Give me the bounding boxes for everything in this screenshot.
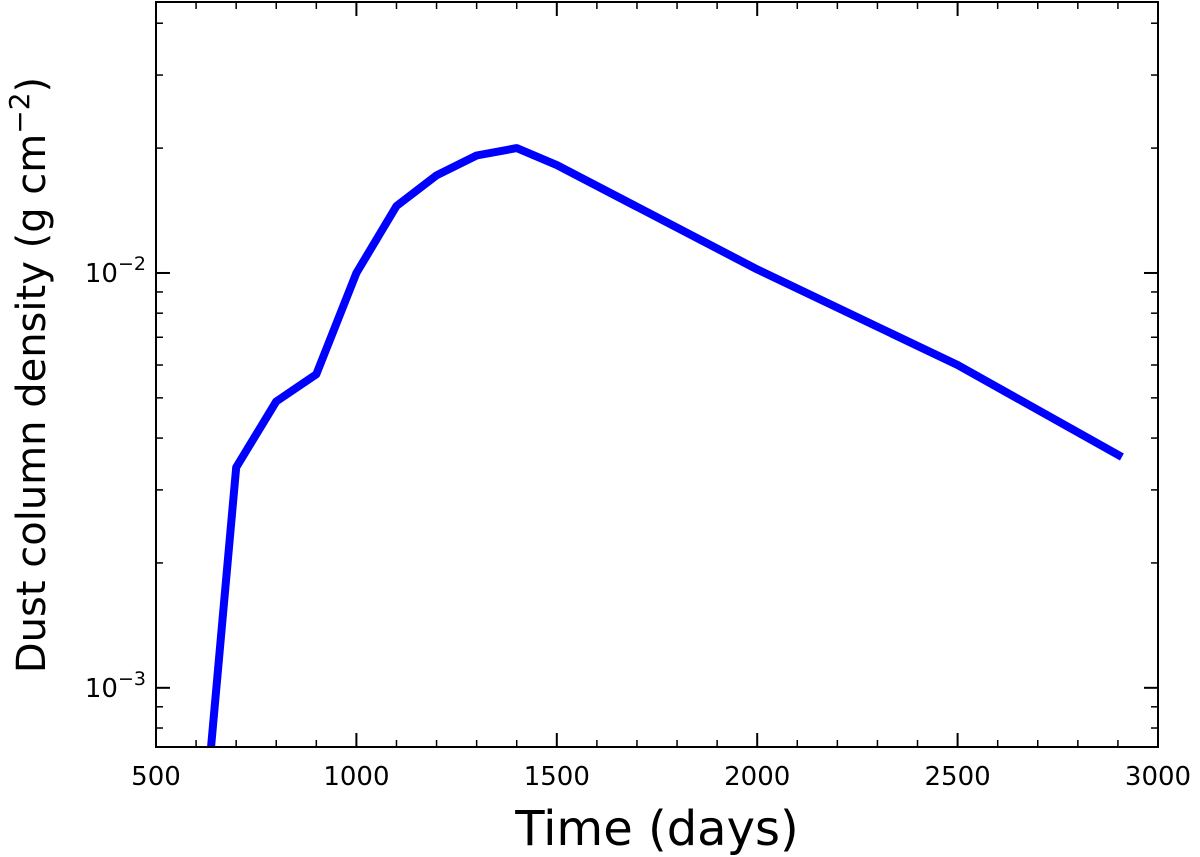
x-axis-label: Time (days) [514,801,798,857]
y-tick-labels: 10−310−2 [85,253,146,704]
x-tick-label: 1000 [323,762,389,792]
y-tick-base: 10 [85,674,118,704]
y-tick-label: 10−3 [85,668,146,704]
y-tick-label: 10−2 [85,253,146,289]
x-tick-labels: 500 1000 1500 2000 2500 3000 [131,762,1191,792]
y-tick-base: 10 [85,259,118,289]
x-tick-label: 1500 [524,762,590,792]
y-tick-exponent: −2 [118,253,146,275]
y-axis-label-main: Dust column density (g cm [9,134,55,673]
series-line [207,144,1124,747]
y-tick-exponent: −3 [118,668,146,690]
x-tick-label: 2000 [724,762,790,792]
x-tick-label: 500 [131,762,181,792]
axis-ticks [155,2,1159,747]
x-tick-label: 3000 [1125,762,1191,792]
plot-frame [155,1,1159,748]
series-layer [207,144,1124,747]
y-axis-label-exponent: −2 [3,92,36,133]
x-tick-label: 2500 [925,762,991,792]
y-axis-label-close: ) [9,77,55,93]
y-axis-label: Dust column density (g cm−2) [3,77,55,673]
